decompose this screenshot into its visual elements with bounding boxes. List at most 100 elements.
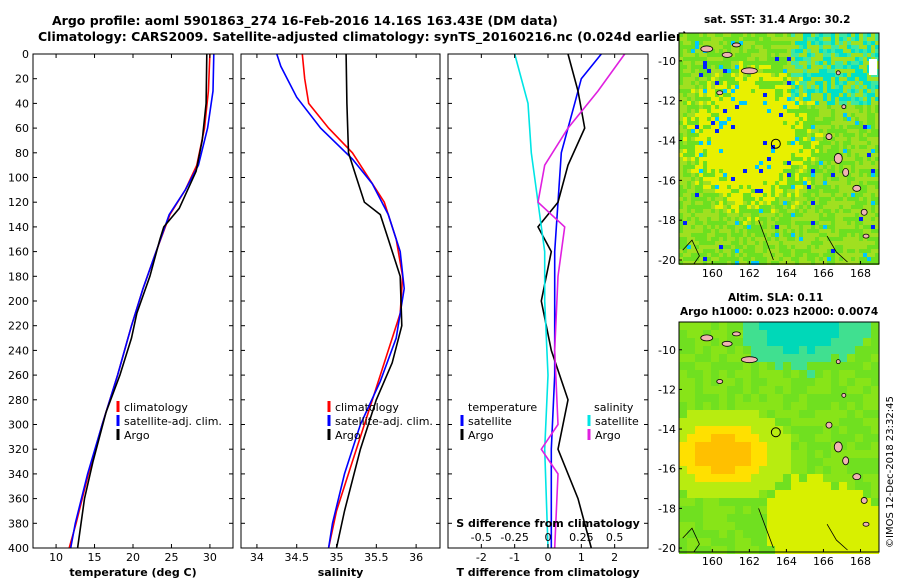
map-cell	[847, 546, 855, 554]
map-cell	[875, 137, 879, 141]
map-cell	[859, 73, 863, 77]
map-cell	[759, 522, 767, 530]
map-cell	[791, 69, 795, 73]
map-cell	[867, 213, 871, 217]
map-cell	[783, 49, 787, 53]
map-cell	[847, 65, 851, 69]
map-cell	[703, 157, 707, 161]
map-cell	[771, 209, 775, 213]
map-cell	[715, 125, 719, 129]
map-cell	[759, 125, 763, 129]
map-cell	[791, 105, 795, 109]
map-cell	[823, 141, 827, 145]
map-cell	[751, 402, 759, 410]
map-cell	[735, 209, 739, 213]
map-cell	[735, 394, 743, 402]
map-cell	[855, 133, 859, 137]
map-cell	[875, 225, 879, 229]
map-cell	[875, 157, 879, 161]
map-cell	[855, 538, 863, 546]
map-cell	[695, 253, 699, 257]
map-cell	[779, 61, 783, 65]
map-cell	[791, 41, 795, 45]
map-cell	[791, 426, 799, 434]
map-cell	[779, 173, 783, 177]
map-cell	[795, 253, 799, 257]
map-cell	[691, 101, 695, 105]
map-cell	[799, 330, 807, 338]
lon-tick-label: 162	[739, 267, 760, 280]
lat-tick-label: -12	[658, 383, 676, 396]
map-cell	[835, 233, 839, 237]
map-cell	[859, 97, 863, 101]
map-cell	[799, 426, 807, 434]
map-cell	[779, 53, 783, 57]
map-cell	[679, 450, 687, 458]
map-cell	[851, 45, 855, 49]
map-cell	[855, 205, 859, 209]
map-cell	[779, 249, 783, 253]
map-cell	[687, 225, 691, 229]
y-tick-label: 240	[8, 344, 29, 357]
map-cell	[827, 73, 831, 77]
map-cell	[755, 85, 759, 89]
bathymetry-contour	[826, 523, 848, 551]
map-cell	[819, 125, 823, 129]
map-cell	[847, 61, 851, 65]
map-cell	[755, 125, 759, 129]
map-cell	[839, 41, 843, 45]
map-cell	[827, 197, 831, 201]
map-cell	[735, 161, 739, 165]
map-cell	[819, 81, 823, 85]
map-cell	[703, 197, 707, 201]
map-cell	[715, 133, 719, 137]
map-cell	[687, 133, 691, 137]
map-cell	[771, 137, 775, 141]
map-cell	[863, 97, 867, 101]
map-cell	[803, 229, 807, 233]
map-cell	[767, 370, 775, 378]
map-cell	[783, 410, 791, 418]
map-cell	[831, 233, 835, 237]
map-cell	[763, 189, 767, 193]
map-cell	[799, 73, 803, 77]
map-cell	[679, 105, 683, 109]
map-cell	[731, 69, 735, 73]
map-cell	[771, 249, 775, 253]
map-cell	[703, 354, 711, 362]
map-cell	[699, 89, 703, 93]
map-cell	[831, 125, 835, 129]
map-cell	[827, 161, 831, 165]
map-cell	[703, 185, 707, 189]
map-cell	[751, 362, 759, 370]
map-cell	[795, 221, 799, 225]
map-cell	[871, 253, 875, 257]
map-cell	[695, 538, 703, 546]
map-cell	[719, 101, 723, 105]
map-cell	[875, 229, 879, 233]
map-cell	[815, 89, 819, 93]
map-cell	[755, 185, 759, 189]
map-cell	[799, 346, 807, 354]
map-cell	[743, 77, 747, 81]
map-cell	[731, 141, 735, 145]
map-cell	[819, 261, 823, 265]
map-cell	[695, 338, 703, 346]
map-cell	[783, 370, 791, 378]
map-cell	[863, 113, 867, 117]
map-cell	[871, 33, 875, 37]
map-cell	[715, 165, 719, 169]
map-cell	[871, 546, 879, 554]
map-cell	[763, 105, 767, 109]
map-cell	[823, 145, 827, 149]
x-top-tick-label: 0.5	[606, 531, 624, 544]
map-cell	[727, 185, 731, 189]
map-cell	[759, 245, 763, 249]
island	[716, 379, 724, 384]
map-cell	[735, 386, 743, 394]
map-cell	[839, 245, 843, 249]
map-cell	[679, 81, 683, 85]
map-cell	[735, 169, 739, 173]
map-cell	[811, 209, 815, 213]
map-cell	[787, 225, 791, 229]
